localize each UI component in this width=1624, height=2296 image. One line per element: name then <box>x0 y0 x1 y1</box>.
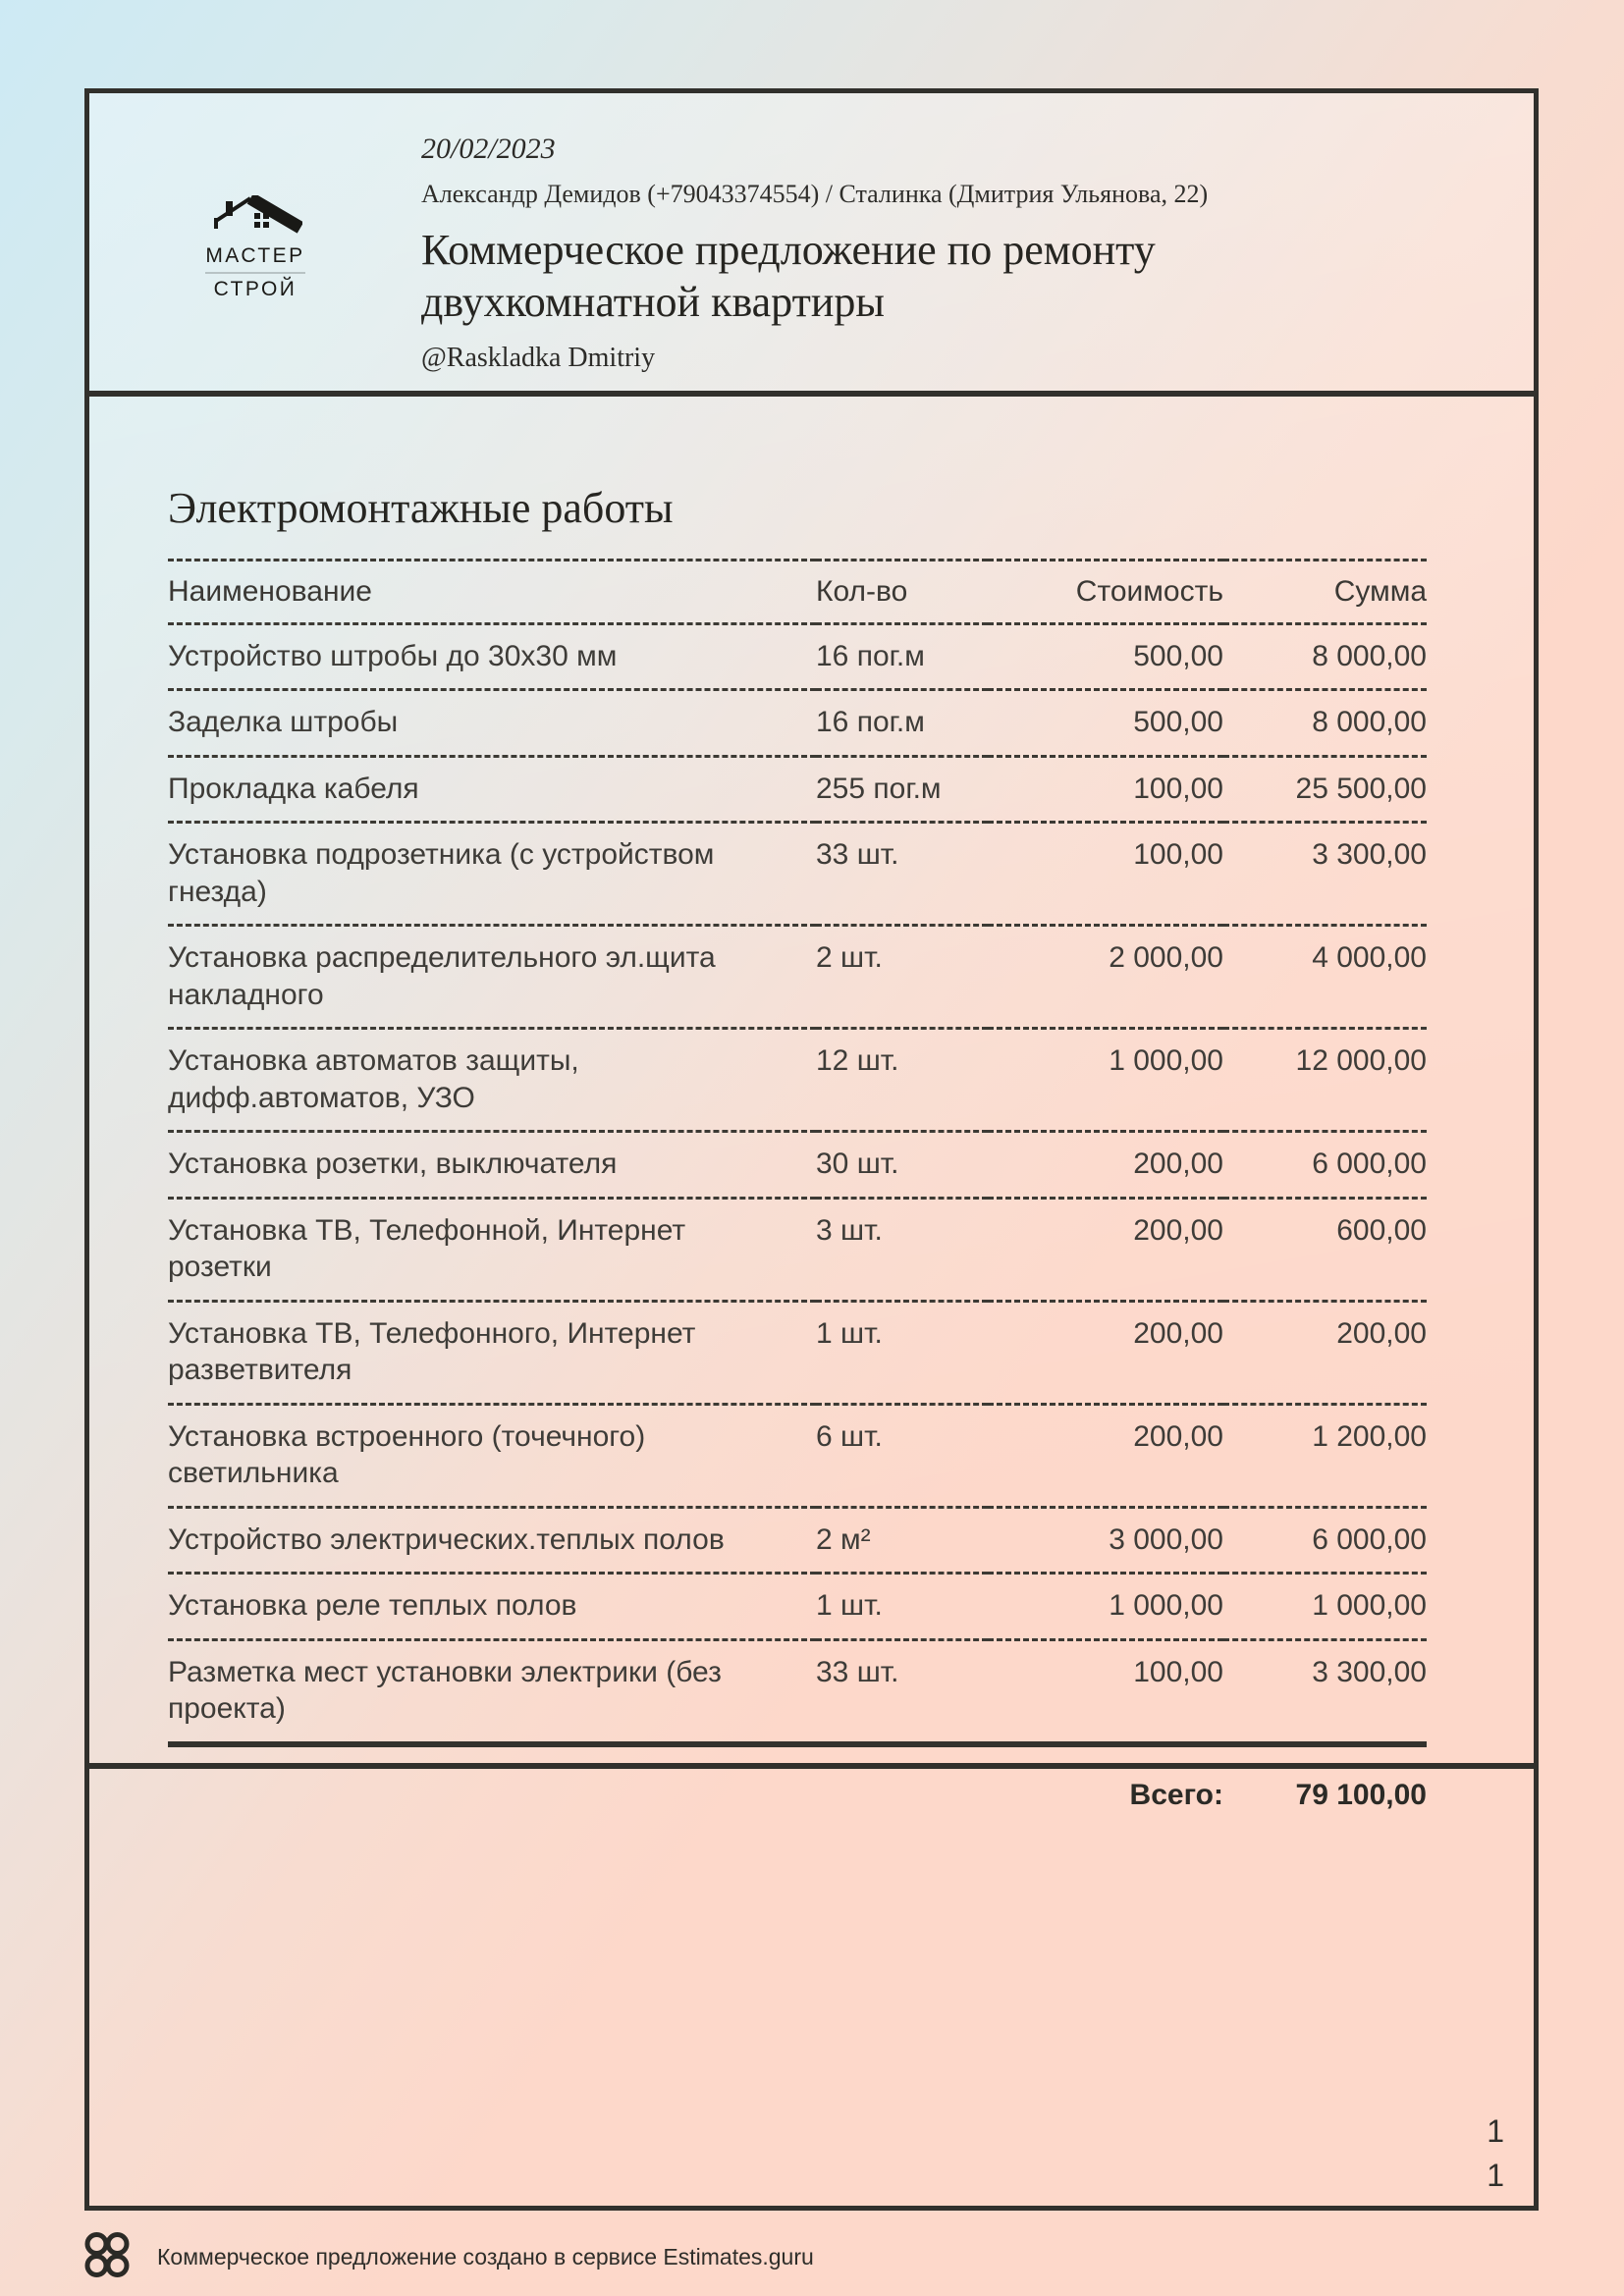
logo-text-stroy: СТРОЙ <box>213 278 298 300</box>
cell-name: Прокладка кабеля <box>168 772 419 805</box>
works-table-body: Устройство штробы до 30х30 мм 16 пог.м 5… <box>168 623 1427 1744</box>
cell-name: Устройство электрических.теплых полов <box>168 1522 725 1556</box>
estimates-guru-logo-icon <box>82 2230 132 2284</box>
cell-sum: 8 000,00 <box>1312 706 1427 738</box>
cell-sum: 600,00 <box>1336 1213 1427 1247</box>
cell-qty: 3 шт. <box>816 1213 883 1247</box>
column-header-name: Наименование <box>168 575 372 608</box>
table-row: Установка автоматов защиты, дифф.автомат… <box>168 1028 1427 1132</box>
house-roof-icon <box>208 195 302 239</box>
cell-price: 1 000,00 <box>1109 1589 1223 1622</box>
cell-price: 500,00 <box>1133 639 1223 672</box>
cell-price: 3 000,00 <box>1109 1522 1223 1556</box>
footer-credit: Коммерческое предложение создано в серви… <box>82 2230 814 2284</box>
cell-price: 100,00 <box>1133 772 1223 805</box>
cell-name: Установка автоматов защиты, дифф.автомат… <box>168 1044 579 1114</box>
cell-name: Установка встроенного (точечного) светил… <box>168 1419 646 1490</box>
table-header-row: Наименование Кол-во Стоимость Сумма <box>168 560 1427 623</box>
cell-price: 1 000,00 <box>1109 1044 1223 1077</box>
contact-line: Александр Демидов (+79043374554) / Стали… <box>421 180 1209 208</box>
cell-sum: 1 000,00 <box>1312 1589 1427 1622</box>
table-row: Прокладка кабеля 255 пог.м 100,00 25 500… <box>168 756 1427 823</box>
works-section: Электромонтажные работы Наименование Кол… <box>89 397 1534 1811</box>
cell-price: 500,00 <box>1133 706 1223 738</box>
cell-qty: 33 шт. <box>816 1655 899 1688</box>
cell-sum: 4 000,00 <box>1312 941 1427 974</box>
cell-name: Заделка штробы <box>168 706 399 738</box>
table-row: Установка розетки, выключателя 30 шт. 20… <box>168 1131 1427 1199</box>
table-row: Установка реле теплых полов 1 шт. 1 000,… <box>168 1573 1427 1640</box>
company-logo: МАСТЕР СТРОЙ <box>168 195 343 301</box>
cell-price: 100,00 <box>1133 1655 1223 1688</box>
author-handle: @Raskladka Dmitriy <box>421 342 656 373</box>
cell-qty: 30 шт. <box>816 1148 899 1180</box>
total-label: Всего: <box>1129 1778 1223 1811</box>
table-row: Установка встроенного (точечного) светил… <box>168 1404 1427 1507</box>
page-number-top: 1 <box>1487 2113 1504 2150</box>
footer-text: Коммерческое предложение создано в серви… <box>157 2244 814 2269</box>
table-row: Установка распределительного эл.щита нак… <box>168 925 1427 1029</box>
cell-sum: 6 000,00 <box>1312 1148 1427 1180</box>
cell-sum: 12 000,00 <box>1295 1044 1427 1077</box>
document: МАСТЕР СТРОЙ 20/02/2023 Александр Демидо… <box>84 88 1539 2211</box>
cell-name: Установка реле теплых полов <box>168 1589 577 1622</box>
cell-sum: 200,00 <box>1336 1316 1427 1350</box>
cell-sum: 25 500,00 <box>1295 772 1427 805</box>
cell-qty: 16 пог.м <box>816 706 925 738</box>
cell-price: 2 000,00 <box>1109 941 1223 974</box>
page-number-bottom: 1 <box>1487 2158 1504 2194</box>
page-numbers: 1 1 <box>1487 2109 1504 2198</box>
page-title: Коммерческое предложение по ремонту двух… <box>421 226 1156 326</box>
document-header: МАСТЕР СТРОЙ 20/02/2023 Александр Демидо… <box>89 93 1534 397</box>
total-row: Всего: 79 100,00 <box>168 1743 1427 1828</box>
cell-name: Установка ТВ, Телефонного, Интернет разв… <box>168 1316 696 1387</box>
cell-qty: 12 шт. <box>816 1044 899 1077</box>
cell-price: 200,00 <box>1133 1213 1223 1247</box>
cell-name: Установка распределительного эл.щита нак… <box>168 941 716 1011</box>
works-table: Наименование Кол-во Стоимость Сумма Устр… <box>168 559 1427 1827</box>
proposal-date: 20/02/2023 <box>421 133 556 165</box>
table-row: Заделка штробы 16 пог.м 500,00 8 000,00 <box>168 689 1427 757</box>
cell-qty: 2 м² <box>816 1522 871 1556</box>
column-header-price: Стоимость <box>1075 575 1223 608</box>
cell-name: Установка розетки, выключателя <box>168 1148 618 1180</box>
notes-section: 1 1 <box>89 1769 1534 2204</box>
table-row: Установка подрозетника (с устройством гн… <box>168 822 1427 926</box>
cell-name: Устройство штробы до 30х30 мм <box>168 639 618 672</box>
cell-price: 100,00 <box>1133 838 1223 871</box>
table-row: Разметка мест установки электрики (без п… <box>168 1639 1427 1744</box>
section-title: Электромонтажные работы <box>168 484 674 532</box>
column-header-sum: Сумма <box>1333 575 1427 608</box>
table-row: Устройство электрических.теплых полов 2 … <box>168 1507 1427 1574</box>
cell-sum: 1 200,00 <box>1312 1419 1427 1453</box>
cell-qty: 1 шт. <box>816 1316 883 1350</box>
table-row: Устройство штробы до 30х30 мм 16 пог.м 5… <box>168 623 1427 690</box>
cell-qty: 255 пог.м <box>816 772 942 805</box>
cell-price: 200,00 <box>1133 1419 1223 1453</box>
table-row: Установка ТВ, Телефонной, Интернет розет… <box>168 1198 1427 1301</box>
cell-sum: 3 300,00 <box>1312 838 1427 871</box>
cell-sum: 3 300,00 <box>1312 1655 1427 1688</box>
cell-sum: 8 000,00 <box>1312 639 1427 672</box>
cell-price: 200,00 <box>1133 1148 1223 1180</box>
cell-qty: 6 шт. <box>816 1419 883 1453</box>
cell-qty: 16 пог.м <box>816 639 925 672</box>
cell-name: Установка ТВ, Телефонной, Интернет розет… <box>168 1213 686 1284</box>
table-row: Установка ТВ, Телефонного, Интернет разв… <box>168 1301 1427 1404</box>
cell-price: 200,00 <box>1133 1316 1223 1350</box>
logo-text-master: МАСТЕР <box>205 244 305 274</box>
cell-name: Установка подрозетника (с устройством гн… <box>168 838 715 908</box>
cell-sum: 6 000,00 <box>1312 1522 1427 1556</box>
total-value: 79 100,00 <box>1295 1778 1427 1811</box>
column-header-qty: Кол-во <box>816 575 908 608</box>
cell-qty: 1 шт. <box>816 1589 883 1622</box>
header-text-block: 20/02/2023 Александр Демидов (+790433745… <box>421 133 1475 374</box>
cell-name: Разметка мест установки электрики (без п… <box>168 1655 722 1726</box>
cell-qty: 33 шт. <box>816 838 899 871</box>
cell-qty: 2 шт. <box>816 941 883 974</box>
